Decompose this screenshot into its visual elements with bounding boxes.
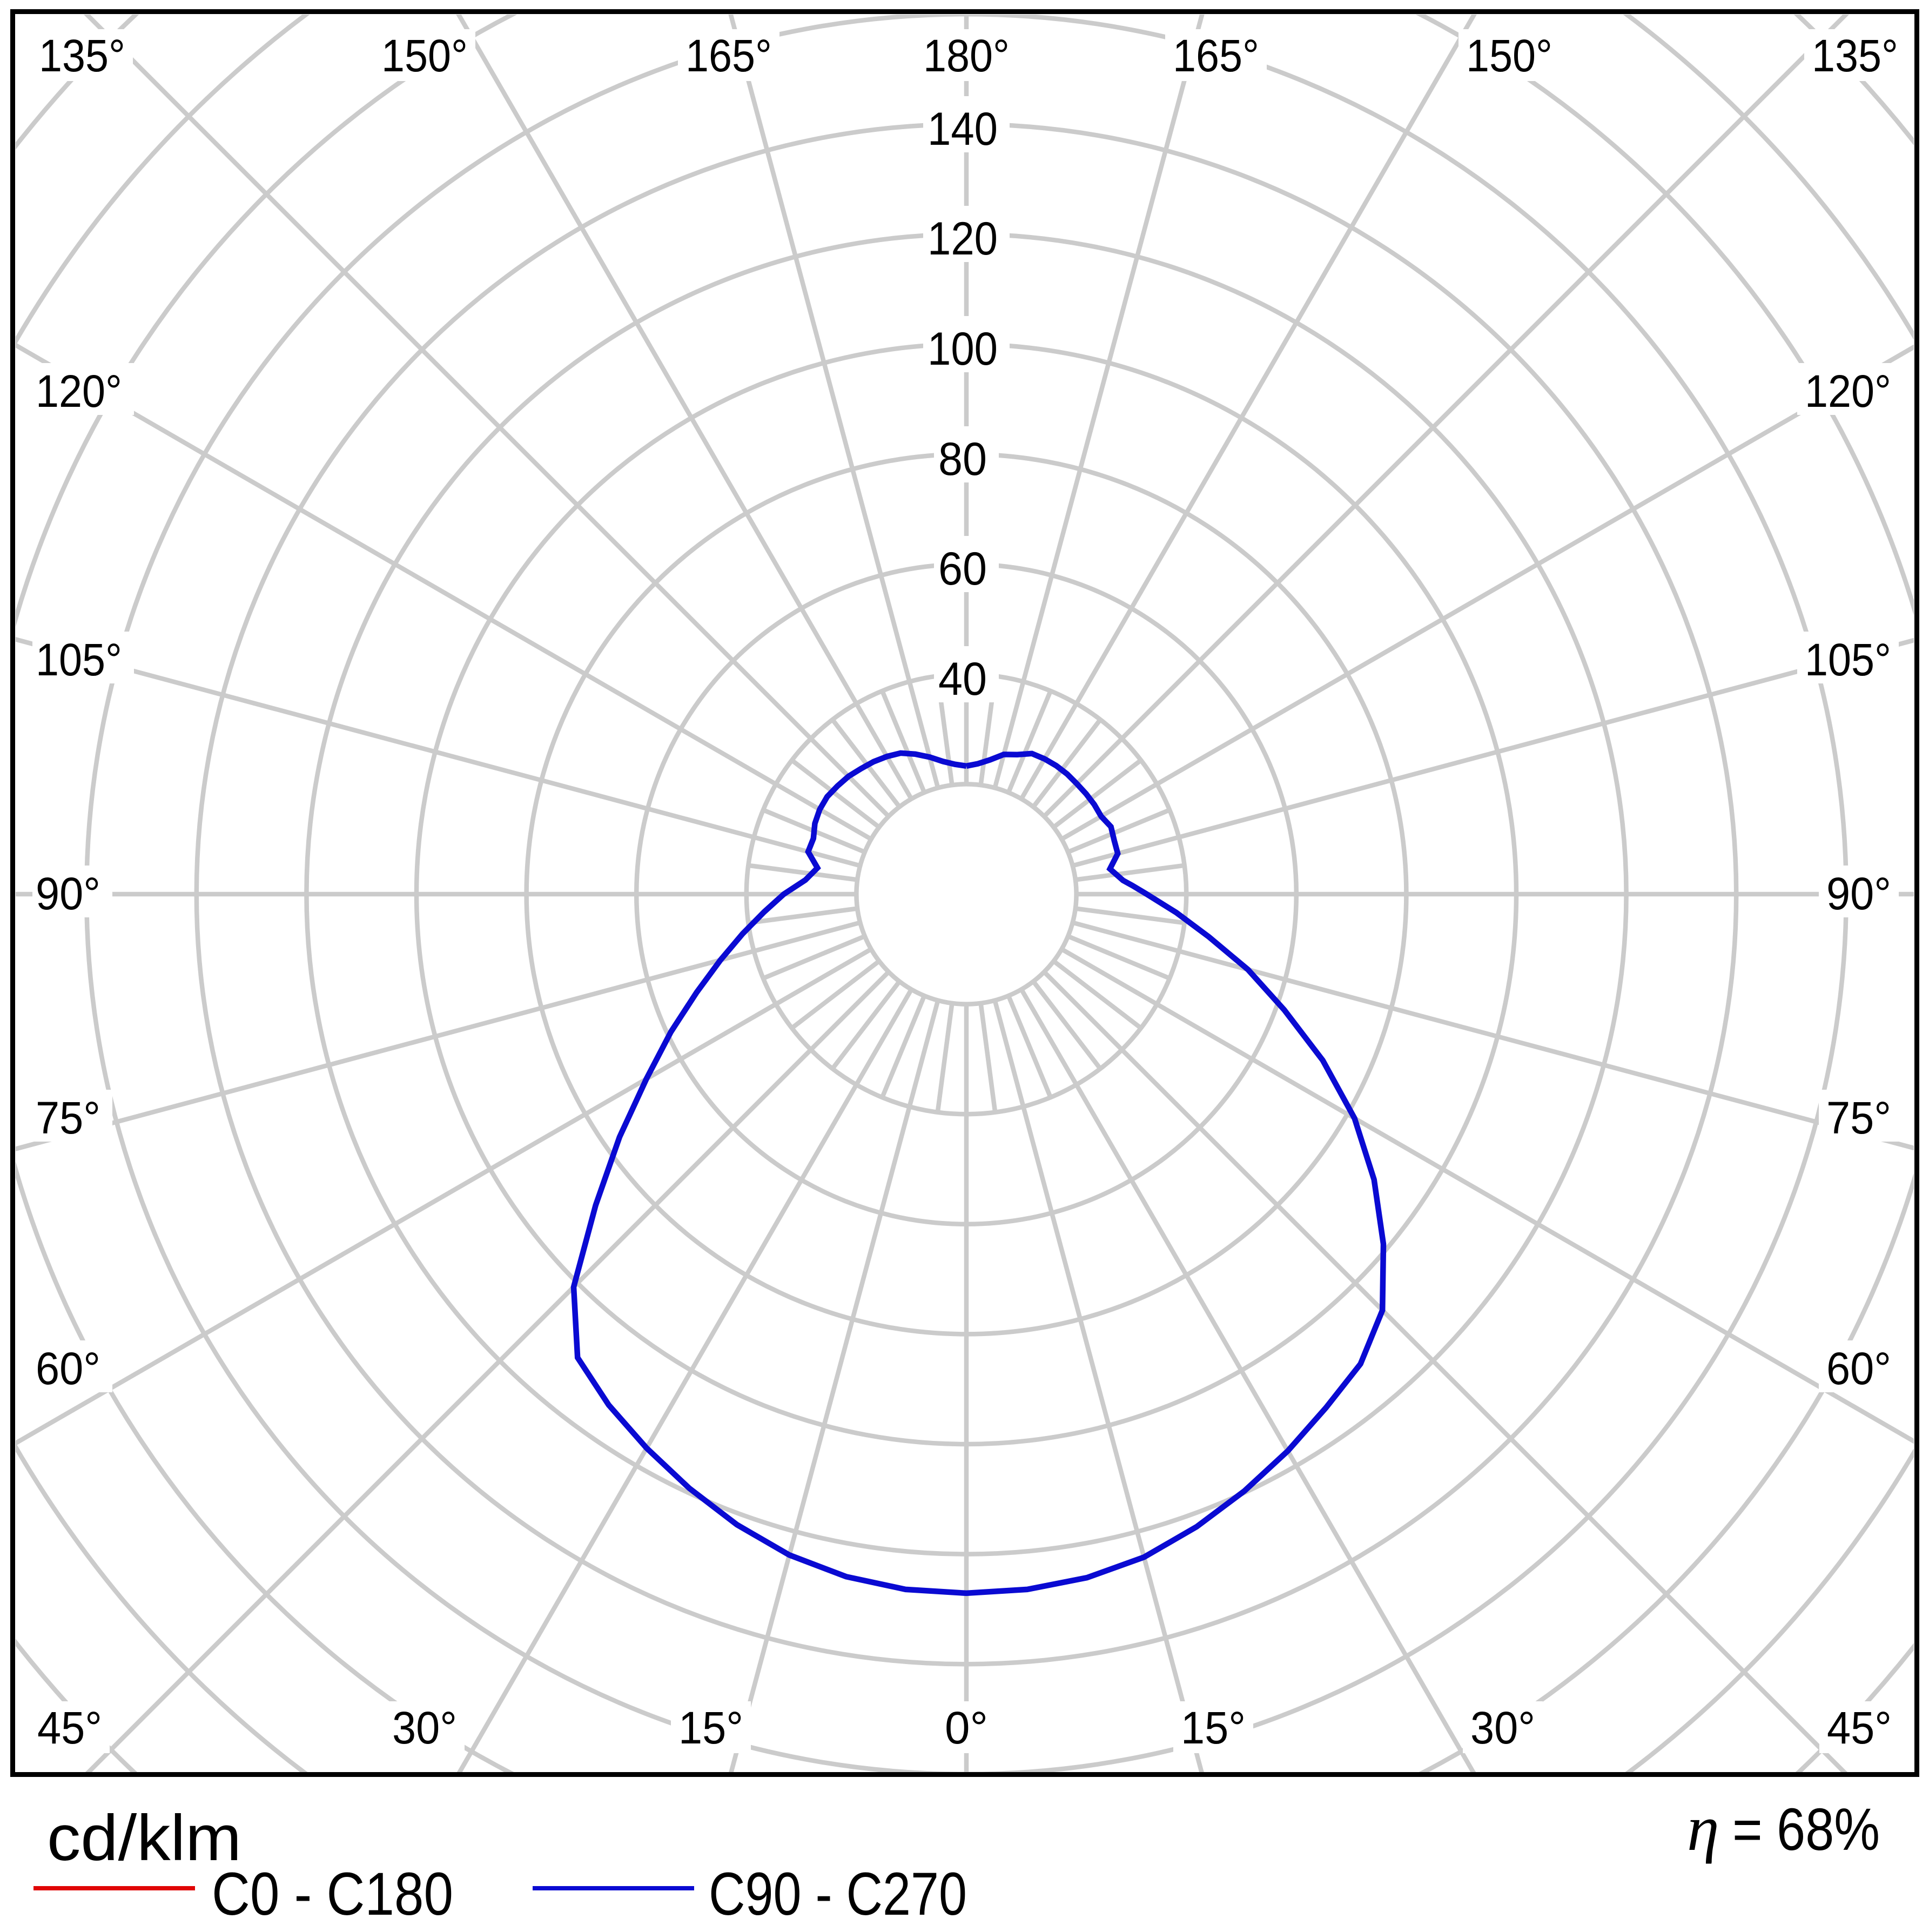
svg-text:150°: 150°	[1466, 30, 1552, 81]
svg-text:30°: 30°	[392, 1702, 457, 1753]
svg-text:C0 - C180: C0 - C180	[212, 1860, 453, 1928]
svg-text:η: η	[1687, 1792, 1719, 1864]
svg-text:90°: 90°	[1826, 868, 1891, 919]
svg-text:90°: 90°	[36, 868, 100, 919]
svg-text:75°: 75°	[1826, 1092, 1891, 1143]
svg-text:0°: 0°	[945, 1702, 988, 1753]
svg-text:45°: 45°	[37, 1702, 102, 1753]
svg-text:75°: 75°	[36, 1092, 100, 1143]
svg-text:15°: 15°	[1181, 1702, 1246, 1753]
svg-text:105°: 105°	[36, 634, 122, 685]
svg-text:165°: 165°	[685, 30, 772, 81]
svg-text:140: 140	[927, 103, 998, 155]
svg-text:105°: 105°	[1805, 634, 1891, 685]
svg-text:40: 40	[938, 653, 987, 705]
svg-text:100: 100	[927, 323, 998, 375]
svg-text:135°: 135°	[1812, 30, 1898, 81]
svg-text:60°: 60°	[36, 1343, 100, 1394]
svg-text:120: 120	[927, 213, 998, 265]
svg-text:30°: 30°	[1470, 1702, 1535, 1753]
svg-text:150°: 150°	[381, 30, 468, 81]
svg-text:45°: 45°	[1827, 1702, 1892, 1753]
svg-text:180°: 180°	[923, 30, 1010, 81]
svg-text:120°: 120°	[1805, 366, 1891, 417]
svg-text:135°: 135°	[39, 30, 125, 81]
svg-text:80: 80	[938, 433, 987, 485]
svg-text:15°: 15°	[678, 1702, 743, 1753]
svg-text:= 68%: = 68%	[1732, 1796, 1880, 1863]
svg-text:C90 - C270: C90 - C270	[709, 1860, 967, 1928]
svg-text:120°: 120°	[36, 366, 122, 417]
svg-text:cd/klm: cd/klm	[47, 1802, 241, 1874]
svg-text:60°: 60°	[1826, 1343, 1891, 1394]
svg-text:165°: 165°	[1173, 30, 1259, 81]
svg-text:60: 60	[938, 543, 987, 595]
